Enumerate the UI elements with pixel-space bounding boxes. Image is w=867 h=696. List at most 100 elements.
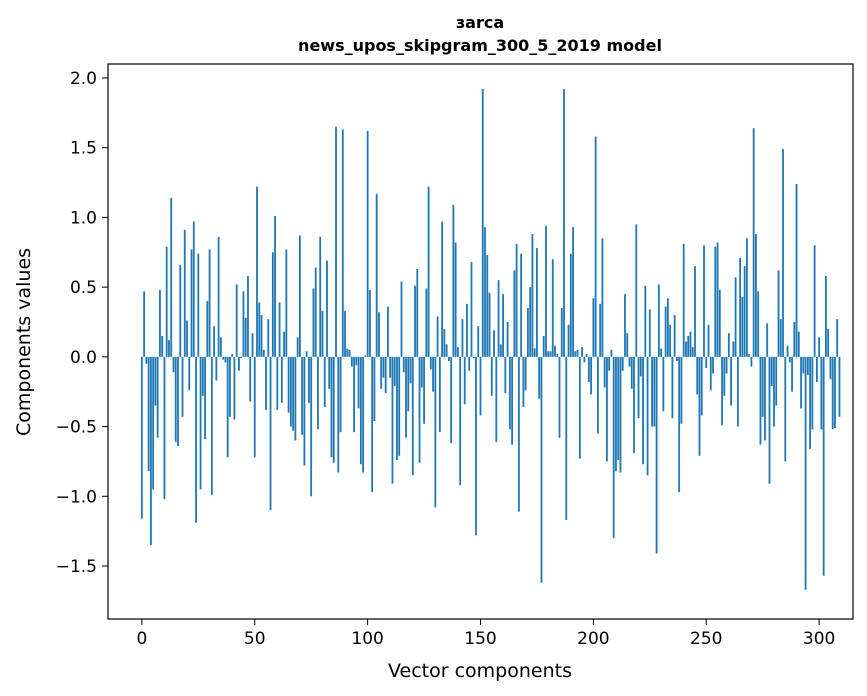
y-tick-label: −1.0 [56,487,97,507]
bar-168 [520,253,523,357]
bar-8 [159,289,161,357]
bar-149 [477,326,480,357]
bar-189 [567,324,570,357]
bar-296 [809,356,812,449]
bar-201 [594,136,597,357]
y-tick-label: 1.5 [70,139,97,159]
bar-34 [217,236,220,357]
bar-196 [583,356,586,363]
bar-121 [414,285,416,357]
bar-299 [815,356,818,382]
bar-166 [515,243,518,357]
bar-120 [411,356,414,476]
bar-64 [285,249,288,357]
bar-178 [542,335,545,357]
y-axis-label: Components values [13,248,35,436]
bar-116 [402,356,405,373]
bar-18 [181,356,184,417]
bar-142 [461,319,464,357]
y-tick-label: −0.5 [56,418,97,438]
bar-91 [346,348,349,357]
bar-186 [560,308,563,357]
bar-62 [280,356,283,403]
bar-243 [689,331,692,357]
plot-frame [107,63,854,620]
bar-305 [829,356,832,380]
bar-13 [170,197,173,357]
bar-40 [231,354,234,357]
bar-241 [685,341,687,357]
bar-268 [745,238,748,357]
bar-126 [425,288,428,357]
bar-297 [811,356,814,430]
bar-68 [294,356,297,441]
bar-26 [199,356,202,490]
bar-42 [235,284,238,357]
bar-76 [312,288,315,357]
bar-49 [251,333,254,357]
x-axis-ticks: 0 50 100 150 200 250 300 [136,619,835,649]
bar-257 [721,356,723,426]
bar-19 [183,229,186,357]
bar-46 [244,317,247,357]
bar-37 [224,356,227,363]
bar-290 [795,183,798,357]
bar-207 [608,356,611,371]
bar-221 [639,356,642,377]
bar-284 [782,149,784,357]
bar-188 [565,356,568,520]
bar-139 [454,242,457,357]
bar-154 [488,292,491,357]
bar-266 [741,296,744,357]
bar-47 [247,275,249,357]
bar-51 [256,186,258,357]
bar-214 [624,294,626,357]
bar-187 [563,89,565,357]
bar-248 [700,356,703,416]
y-tick-label: 1.0 [70,208,97,228]
bar-3 [147,356,150,472]
bar-72 [303,356,306,466]
bar-152 [484,227,486,357]
bar-57 [269,356,272,511]
bar-109 [387,306,389,357]
bar-259 [725,356,728,374]
bar-258 [723,356,726,396]
bar-183 [554,345,556,357]
bar-220 [637,356,640,419]
bar-61 [278,302,281,357]
bar-218 [633,356,635,454]
bar-17 [179,264,182,357]
x-tick-label: 50 [244,629,266,649]
bar-93 [350,356,353,367]
bar-114 [398,356,401,456]
bar-0 [140,356,143,519]
bar-133 [441,221,444,357]
bar-138 [452,204,455,357]
bar-271 [752,128,755,357]
bar-273 [757,291,760,357]
bar-78 [317,356,319,430]
bar-167 [517,356,520,512]
bar-223 [644,285,647,357]
bar-106 [380,356,383,389]
bar-23 [192,221,195,357]
bar-235 [671,356,674,419]
bar-31 [210,356,213,495]
bar-205 [603,356,606,388]
bar-83 [328,356,331,389]
bar-111 [391,356,394,484]
bar-237 [676,356,678,362]
bar-202 [596,356,599,434]
bar-285 [784,356,787,462]
bar-73 [305,351,308,357]
bar-27 [201,356,204,396]
bar-306 [831,356,834,430]
bar-230 [660,348,663,357]
bar-279 [770,356,773,387]
bar-82 [326,260,328,357]
bar-291 [797,331,800,357]
bar-85 [332,356,335,463]
bar-66 [289,356,292,427]
bar-226 [651,356,653,427]
